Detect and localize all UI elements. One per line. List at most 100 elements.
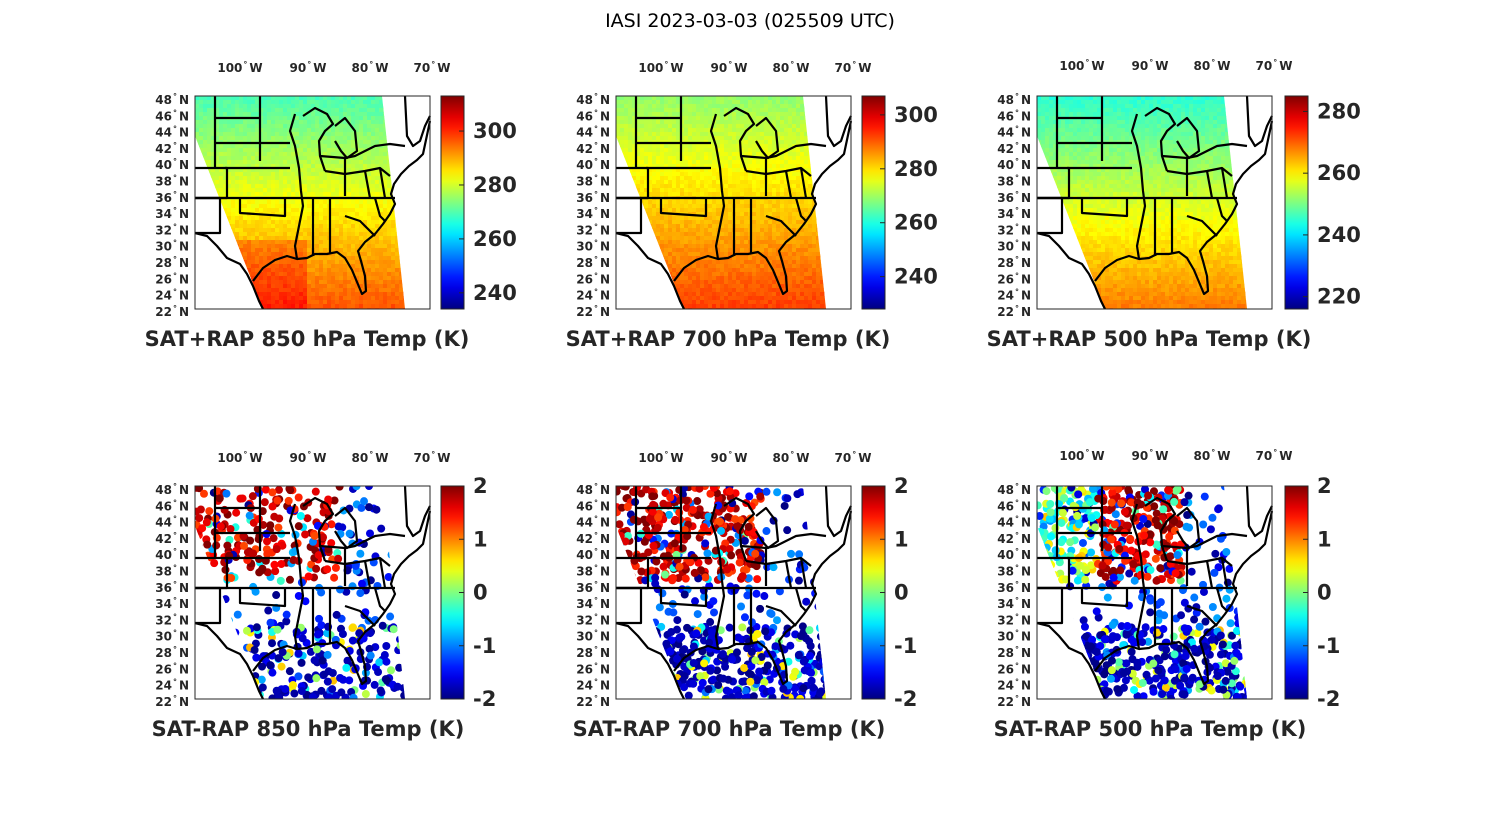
temperature-cell <box>407 272 412 277</box>
temperature-cell <box>315 116 320 121</box>
temperature-cell <box>287 228 292 233</box>
temperature-cell <box>624 156 629 161</box>
temperature-cell <box>367 212 372 217</box>
temperature-cell <box>315 164 320 169</box>
temperature-cell <box>696 116 701 121</box>
temperature-cell <box>632 140 637 145</box>
temperature-cell <box>752 152 757 157</box>
temperature-cell <box>696 156 701 161</box>
temperature-cell <box>720 104 725 109</box>
temperature-cell <box>375 120 380 125</box>
temperature-cell <box>387 188 392 193</box>
colorbar-tick-label: 300 <box>473 119 517 143</box>
temperature-cell <box>315 288 320 293</box>
temperature-cell <box>427 188 432 193</box>
temperature-cell <box>628 120 633 125</box>
temperature-cell <box>415 172 420 177</box>
temperature-cell <box>295 136 300 141</box>
temperature-cell <box>215 208 220 213</box>
temperature-cell <box>840 196 845 201</box>
temperature-cell <box>399 140 404 145</box>
temperature-cell <box>355 244 360 249</box>
temperature-cell <box>423 292 428 297</box>
temperature-cell <box>688 132 693 137</box>
temperature-cell <box>768 152 773 157</box>
temperature-cell <box>764 120 769 125</box>
temperature-cell <box>279 124 284 129</box>
temperature-cell <box>812 124 817 129</box>
temperature-cell <box>295 184 300 189</box>
temperature-cell <box>616 160 621 165</box>
temperature-cell <box>736 156 741 161</box>
temperature-cell <box>371 304 376 309</box>
temperature-cell <box>640 176 645 181</box>
temperature-cell <box>660 148 665 153</box>
temperature-cell <box>736 188 741 193</box>
temperature-cell <box>772 108 777 113</box>
temperature-cell <box>716 132 721 137</box>
temperature-cell <box>800 156 805 161</box>
temperature-cell <box>668 144 673 149</box>
temperature-cell <box>315 152 320 157</box>
temperature-cell <box>267 192 272 197</box>
temperature-cell <box>684 172 689 177</box>
temperature-cell <box>227 104 232 109</box>
temperature-cell <box>680 184 685 189</box>
temperature-cell <box>303 268 308 273</box>
temperature-cell <box>632 132 637 137</box>
temperature-cell <box>283 120 288 125</box>
temperature-cell <box>363 216 368 221</box>
temperature-cell <box>672 156 677 161</box>
temperature-cell <box>395 164 400 169</box>
temperature-cell <box>636 144 641 149</box>
temperature-cell <box>684 168 689 173</box>
temperature-cell <box>692 168 697 173</box>
temperature-cell <box>784 116 789 121</box>
temperature-cell <box>668 96 673 101</box>
temperature-cell <box>379 252 384 257</box>
temperature-cell <box>383 96 388 101</box>
temperature-cell <box>223 300 228 305</box>
temperature-cell <box>327 272 332 277</box>
temperature-cell <box>359 300 364 305</box>
temperature-cell <box>796 96 801 101</box>
temperature-cell <box>275 200 280 205</box>
temperature-cell <box>195 216 200 221</box>
temperature-cell <box>215 268 220 273</box>
temperature-cell <box>788 136 793 141</box>
temperature-cell <box>824 152 826 157</box>
tick-value: 24 <box>155 289 172 303</box>
temperature-cell <box>700 112 705 117</box>
tick-value: 28 <box>155 256 172 270</box>
temperature-cell <box>836 164 841 169</box>
temperature-cell <box>267 284 272 289</box>
temperature-cell <box>351 136 356 141</box>
temperature-cell <box>387 260 392 265</box>
temperature-cell <box>359 184 364 189</box>
temperature-cell <box>267 168 272 173</box>
temperature-cell <box>387 96 392 101</box>
temperature-cell <box>371 292 376 297</box>
temperature-cell <box>303 156 308 161</box>
temperature-cell <box>283 124 288 129</box>
temperature-cell <box>303 148 308 153</box>
temperature-cell <box>311 156 316 161</box>
temperature-cell <box>700 208 705 213</box>
temperature-cell <box>291 288 296 293</box>
temperature-cell <box>295 112 300 117</box>
temperature-cell <box>383 148 388 153</box>
temperature-cell <box>744 208 749 213</box>
temperature-cell <box>231 108 236 113</box>
temperature-cell <box>195 264 200 269</box>
temperature-cell <box>399 256 404 261</box>
temperature-cell <box>243 260 248 265</box>
temperature-cell <box>411 264 416 269</box>
temperature-cell <box>207 224 212 229</box>
temperature-cell <box>379 184 384 189</box>
temperature-cell <box>816 120 821 125</box>
temperature-cell <box>792 184 797 189</box>
temperature-cell <box>403 232 405 237</box>
temperature-cell <box>824 176 826 181</box>
temperature-cell <box>199 184 204 189</box>
temperature-cell <box>371 132 376 137</box>
